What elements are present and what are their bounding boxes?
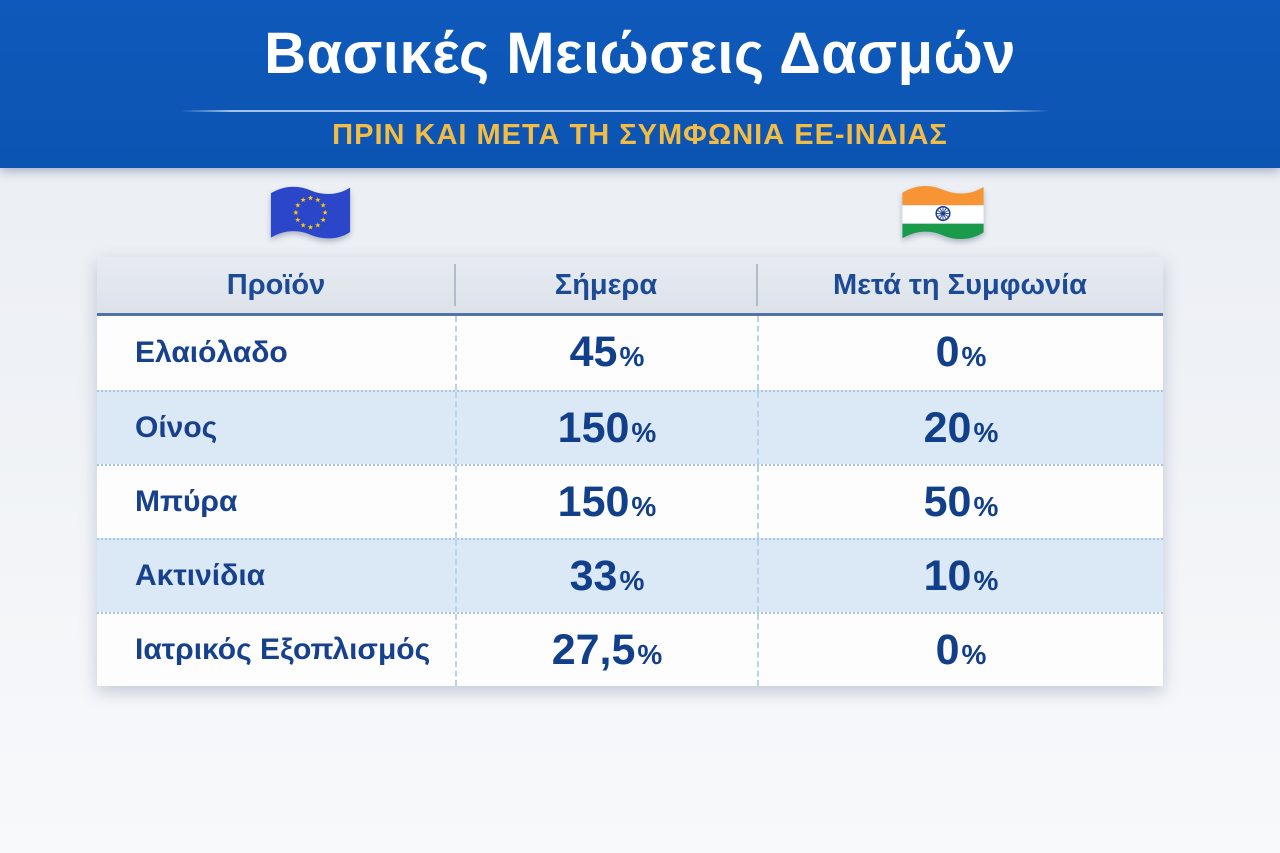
today-value-cell: 150% (455, 466, 757, 538)
page-title: Βασικές Μειώσεις Δασμών (264, 21, 1016, 86)
product-cell: Οίνος (135, 411, 218, 444)
table-row: Ακτινίδια 33% 10% (97, 538, 1163, 612)
column-header-product: Προϊόν (226, 268, 326, 301)
today-value-cell: 150% (455, 392, 757, 464)
percent-sign: % (619, 341, 645, 372)
product-cell: Μπύρα (135, 485, 238, 518)
after-value: 0 (935, 328, 960, 376)
product-cell: Ακτινίδια (135, 559, 266, 592)
column-header-after: Μετά τη Συμφωνία (756, 257, 1163, 313)
percent-sign: % (631, 491, 657, 522)
title-divider (180, 110, 1050, 112)
after-value-cell: 20% (757, 392, 1163, 464)
india-flag-icon (902, 186, 984, 240)
after-value: 10 (923, 552, 972, 600)
after-value-cell: 10% (757, 540, 1163, 612)
product-cell: Ιατρικός Εξοπλισμός (135, 633, 431, 666)
today-value-cell: 45% (455, 316, 757, 390)
today-value: 150 (557, 478, 630, 526)
table-header-row: Προϊόν Σήμερα Μετά τη Συμφωνία (97, 257, 1163, 316)
table-row: Οίνος 150% 20% (97, 390, 1163, 464)
after-value: 20 (923, 404, 972, 452)
today-value: 33 (569, 552, 618, 600)
table-row: Ιατρικός Εξοπλισμός 27,5% 0% (97, 612, 1163, 686)
after-value-cell: 0% (757, 614, 1163, 686)
percent-sign: % (973, 491, 999, 522)
table-row: Ελαιόλαδο 45% 0% (97, 316, 1163, 390)
percent-sign: % (619, 565, 645, 596)
page-subtitle: ΠΡΙΝ ΚΑΙ ΜΕΤΑ ΤΗ ΣΥΜΦΩΝΙΑ ΕΕ-ΙΝΔΙΑΣ (332, 119, 948, 151)
column-header-today: Σήμερα (454, 257, 757, 313)
header-banner: Βασικές Μειώσεις Δασμών ΠΡΙΝ ΚΑΙ ΜΕΤΑ ΤΗ… (0, 0, 1280, 168)
percent-sign: % (631, 417, 657, 448)
after-value-cell: 0% (757, 316, 1163, 390)
after-value: 0 (935, 626, 960, 674)
table-row: Μπύρα 150% 50% (97, 464, 1163, 538)
today-value-cell: 27,5% (455, 614, 757, 686)
percent-sign: % (973, 565, 999, 596)
percent-sign: % (973, 417, 999, 448)
percent-sign: % (637, 639, 663, 670)
today-value: 27,5 (551, 626, 636, 674)
percent-sign: % (961, 639, 987, 670)
today-value-cell: 33% (455, 540, 757, 612)
percent-sign: % (961, 341, 987, 372)
after-value: 50 (923, 478, 972, 526)
today-value: 45 (569, 328, 618, 376)
after-value-cell: 50% (757, 466, 1163, 538)
tariff-table: Προϊόν Σήμερα Μετά τη Συμφωνία Ελαιόλαδο… (97, 257, 1163, 686)
today-value: 150 (557, 404, 630, 452)
product-cell: Ελαιόλαδο (135, 336, 288, 369)
eu-flag-icon (270, 186, 351, 239)
